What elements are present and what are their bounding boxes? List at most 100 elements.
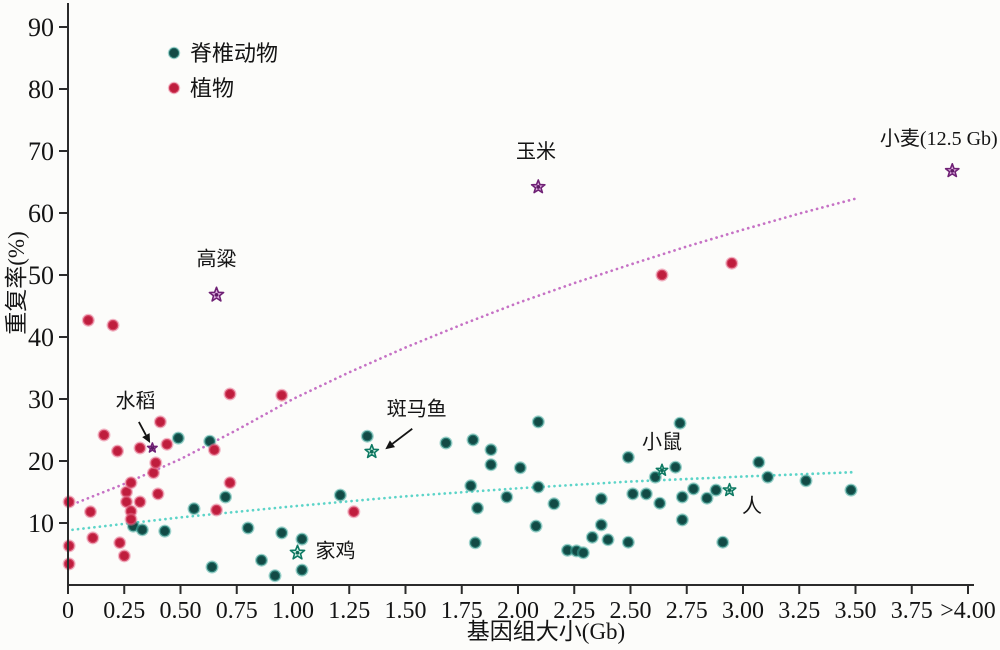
vertebrate-point (621, 450, 635, 464)
vertebrate-point (295, 563, 309, 577)
annotation-arrowhead (142, 433, 151, 443)
plant-point (725, 256, 739, 270)
vertebrate-point (669, 460, 683, 474)
vertebrate-point (531, 480, 545, 494)
vertebrate-point (158, 524, 172, 538)
vertebrate-point (464, 479, 478, 493)
vertebrate-point (639, 487, 653, 501)
x-axis-title: 基因组大小(Gb) (467, 619, 625, 644)
legend-label: 脊椎动物 (190, 41, 278, 66)
vertebrate-point (333, 488, 347, 502)
vertebrate-point (218, 490, 232, 504)
plant-point (83, 505, 97, 519)
plant-point (62, 495, 76, 509)
x-tick-label: 3.75 (891, 598, 933, 624)
vertebrate-point (205, 560, 219, 574)
legend-marker (167, 46, 181, 60)
x-tick-label: 0.25 (103, 598, 145, 624)
annotation-label: 小鼠 (642, 431, 682, 454)
vertebrate-point (439, 436, 453, 450)
vertebrate-point (513, 461, 527, 475)
plant-point (209, 503, 223, 517)
annotation-label: 斑马鱼 (387, 398, 447, 421)
y-tick-label: 30 (28, 385, 54, 414)
x-tick-label: 3.00 (722, 598, 764, 624)
star-center-dot (150, 446, 155, 450)
vertebrate-point (576, 546, 590, 560)
plant-point (117, 549, 131, 563)
plant-point (124, 476, 138, 490)
vertebrate-point (255, 553, 269, 567)
vertebrate-point (716, 535, 730, 549)
plant-point (151, 487, 165, 501)
legend-label: 植物 (190, 76, 234, 101)
annotation-label: 玉米 (516, 140, 556, 163)
plant-point (62, 557, 76, 571)
x-tick-label: 2.75 (666, 598, 708, 624)
plant-point (207, 443, 221, 457)
x-tick-label: 0 (62, 598, 74, 624)
star-center-dot (369, 449, 374, 454)
vertebrate-point (360, 429, 374, 443)
vertebrate-point (752, 455, 766, 469)
x-tick-label: 3.25 (778, 598, 820, 624)
vertebrate-point (135, 523, 149, 537)
plant-point (160, 437, 174, 451)
annotation-label: 水稻 (116, 390, 156, 413)
plant-trend-line (71, 197, 857, 506)
vertebrate-point (675, 490, 689, 504)
y-tick-label: 60 (28, 199, 54, 228)
vertebrate-point (621, 535, 635, 549)
annotation-arrow (138, 421, 147, 436)
vertebrate-point (709, 483, 723, 497)
vertebrate-point (187, 502, 201, 516)
x-tick-label: 1.50 (385, 598, 427, 624)
vertebrate-point (687, 482, 701, 496)
legend-marker (167, 81, 181, 95)
y-tick-label: 10 (28, 509, 54, 538)
plant-point (133, 441, 147, 455)
annotation-arrowhead (385, 440, 395, 450)
vertebrate-point (594, 518, 608, 532)
star-center-dot (950, 168, 955, 173)
star-markers (146, 163, 960, 560)
plant-point (275, 388, 289, 402)
axes: 10 20 30 40 50 60 70 80 90 0 0.25 0.50 0.75 1.00 1.25 1… (28, 3, 996, 624)
y-tick-label: 70 (28, 137, 54, 166)
x-tick-label: 3.50 (835, 598, 877, 624)
vertebrate-point (673, 416, 687, 430)
plant-point (81, 313, 95, 327)
annotation-label: 高粱 (197, 248, 237, 271)
vertebrate-point (471, 501, 485, 515)
plant-point (149, 456, 163, 470)
vertebrate-point (466, 433, 480, 447)
y-tick-label: 80 (28, 75, 54, 104)
plant-point (153, 415, 167, 429)
vertebrate-point (547, 497, 561, 511)
vertebrate-point (500, 490, 514, 504)
plant-point (124, 512, 138, 526)
vertebrate-point (653, 496, 667, 510)
plant-point (223, 387, 237, 401)
plant-point (86, 531, 100, 545)
vertebrate-point (531, 415, 545, 429)
x-tick-label: 0.75 (216, 598, 258, 624)
x-tick-label: 1.25 (328, 598, 370, 624)
vertebrate-point (799, 474, 813, 488)
vertebrate-point (484, 443, 498, 457)
vertebrate-point (675, 513, 689, 527)
vertebrate-point (468, 536, 482, 550)
vertebrate-point (594, 492, 608, 506)
y-tick-label: 50 (28, 261, 54, 290)
star-center-dot (295, 550, 300, 555)
vertebrate-point (295, 532, 309, 546)
vertebrate-trend-line (71, 470, 855, 532)
vertebrate-point (171, 431, 185, 445)
annotation-arrow (391, 428, 413, 445)
star-center-dot (727, 488, 732, 493)
x-tick-label: >4.00 (940, 598, 996, 624)
vertebrate-point (626, 487, 640, 501)
plant-point (133, 495, 147, 509)
